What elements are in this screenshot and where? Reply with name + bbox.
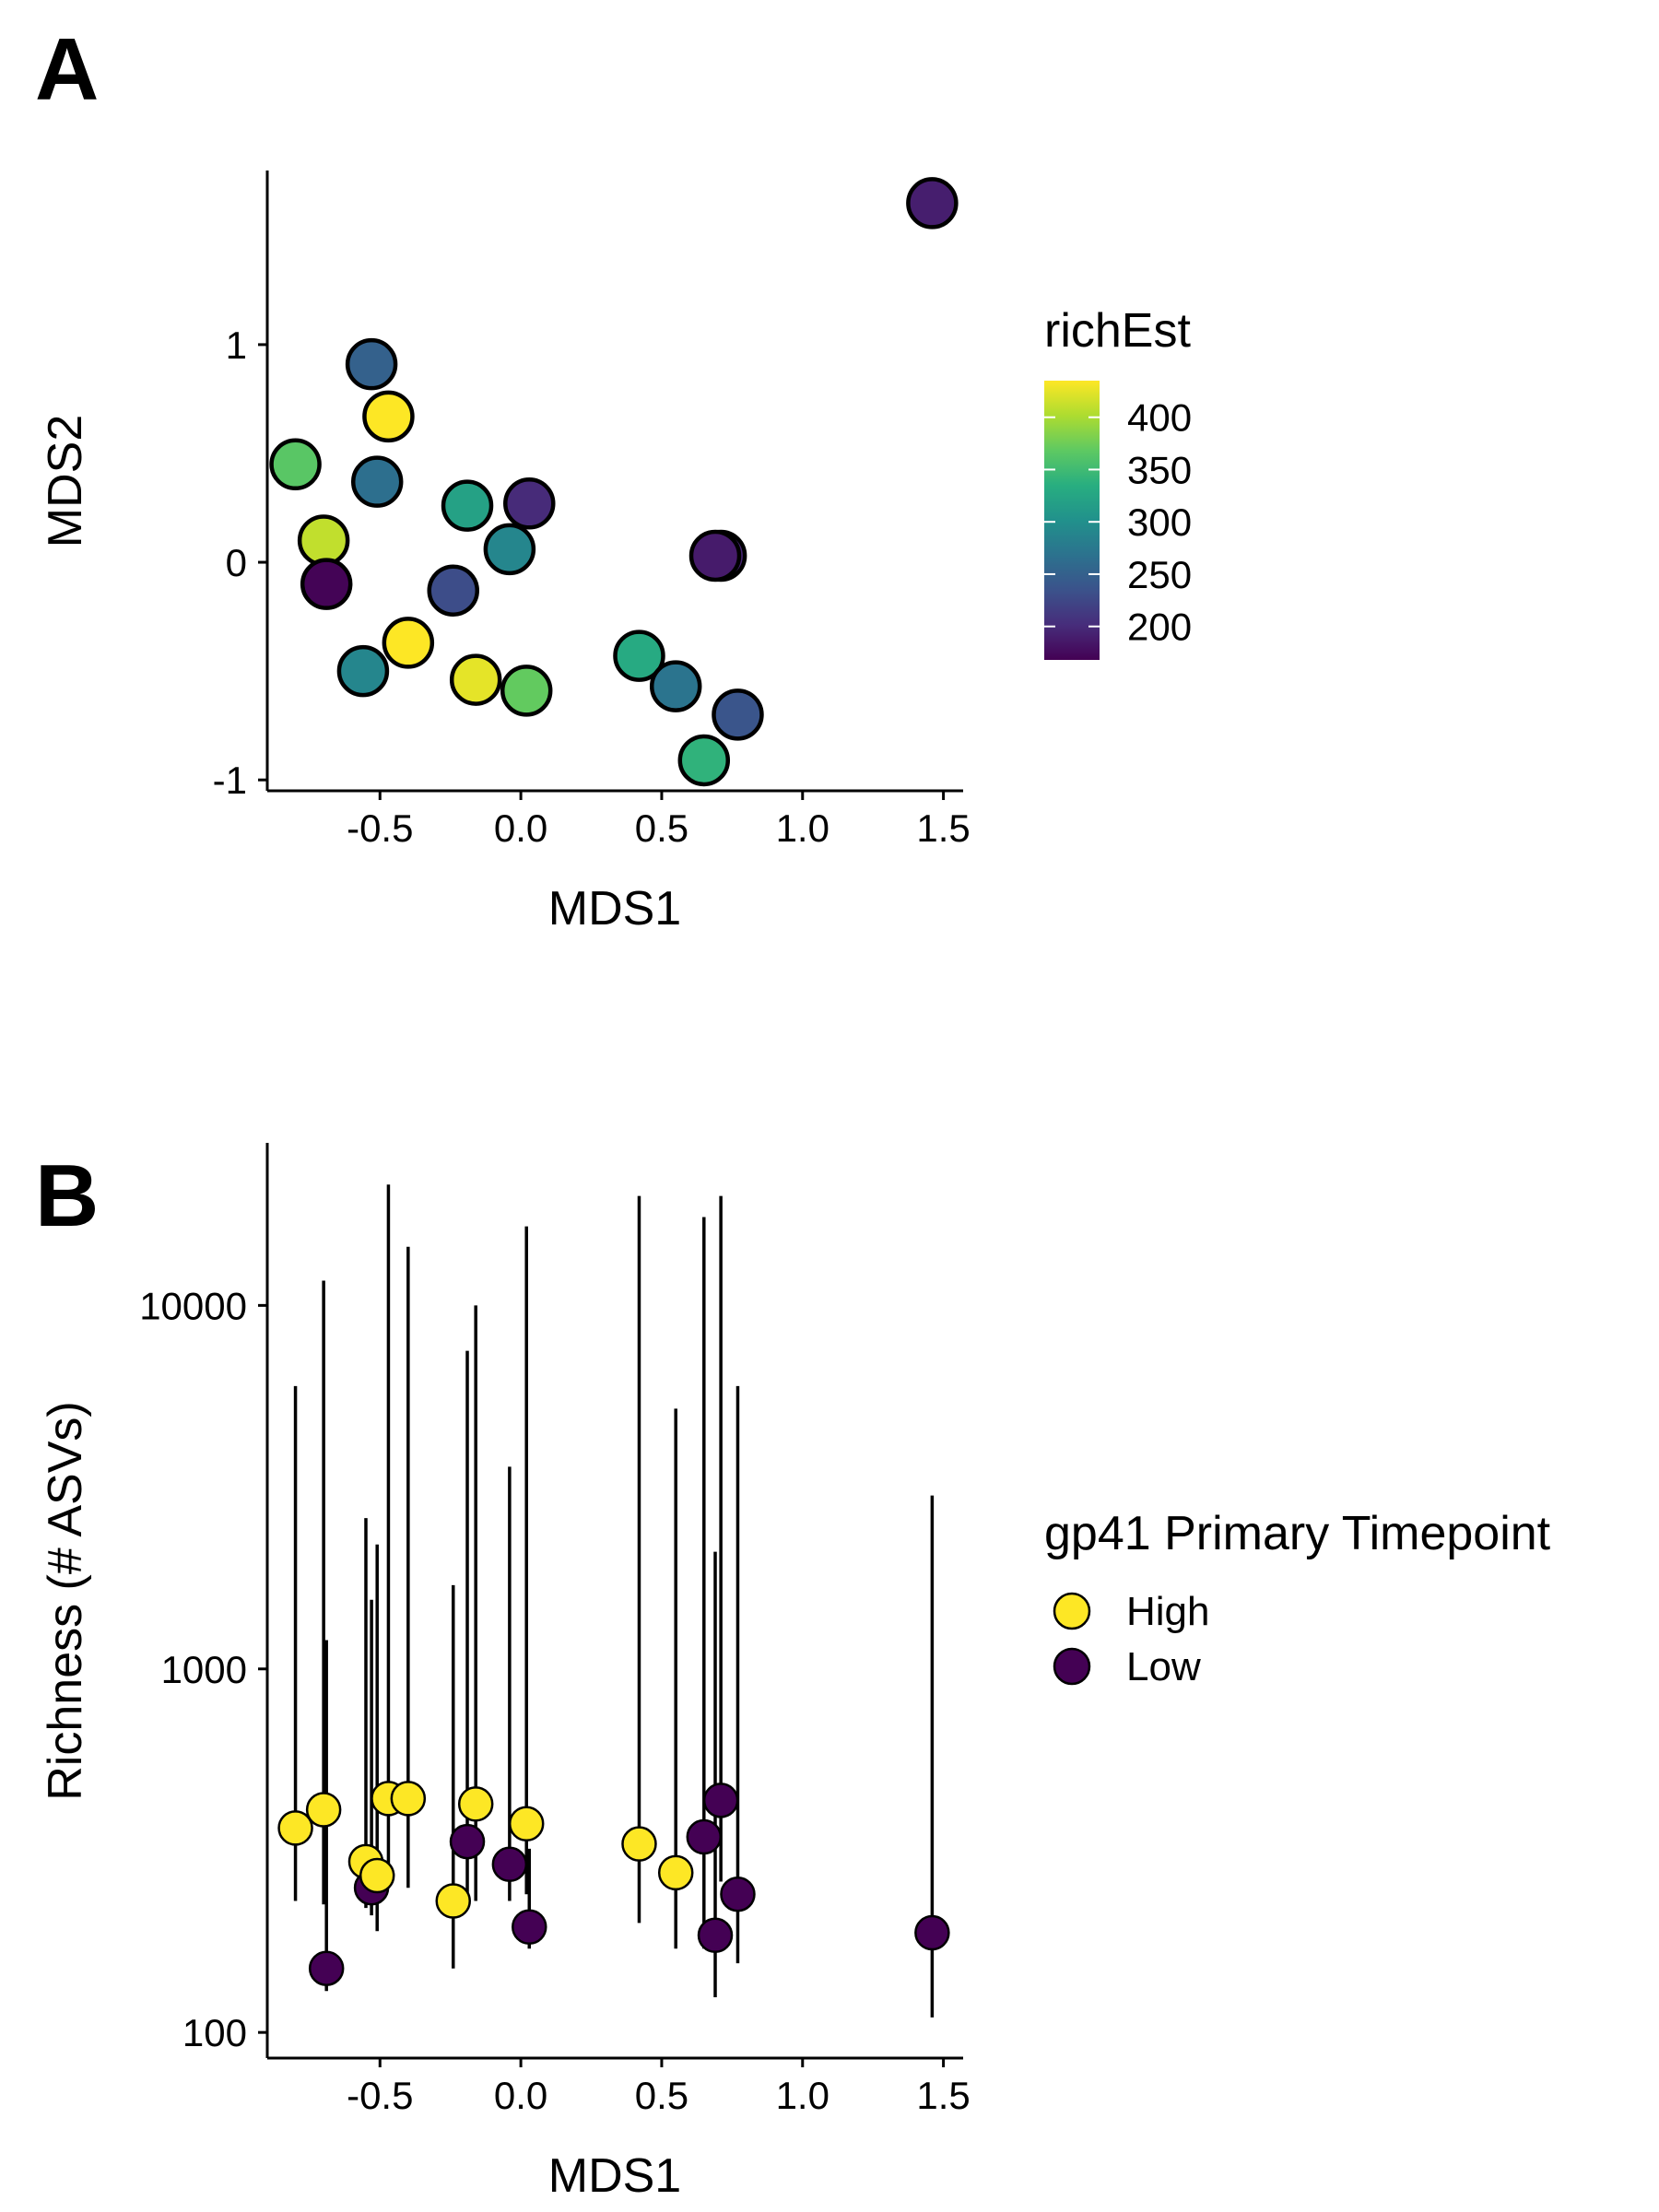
panel-b-points	[277, 1781, 950, 1986]
panel-a-y-tick-label: 0	[226, 541, 247, 584]
panel-a-point-20	[712, 688, 764, 741]
legend-label-high: High	[1126, 1589, 1210, 1634]
panel-a-y-tick-label: 1	[226, 324, 247, 367]
panel-a-point-5	[362, 390, 415, 443]
panel-b-y-ticks: 100 1000 10000	[139, 1284, 267, 2054]
panel-b-x-axis-title: MDS1	[548, 2149, 681, 2203]
panel-b-error-bars	[293, 1184, 935, 2018]
panel-b-point-3	[308, 1950, 345, 1986]
panel-a-x-ticks: -0.5 0.0 0.5 1.0 1.5	[347, 791, 971, 850]
panel-b-y-tick-label: 10000	[139, 1284, 247, 1327]
panel-b-point-1	[277, 1810, 313, 1846]
panel-a-y-ticks: -1 0 1	[213, 324, 267, 802]
panel-b-legend: gp41 Primary Timepoint High Low	[1044, 1507, 1551, 1689]
panel-a-point-2	[297, 514, 350, 567]
colorbar-tick-label: 350	[1127, 448, 1192, 491]
panel-a-point-7	[336, 644, 390, 698]
panel-b-x-tick-label: 0.0	[494, 2074, 547, 2117]
panel-a-x-tick-label: 0.5	[635, 806, 688, 850]
panel-b-point-11	[457, 1786, 494, 1822]
panel-b-y-tick-label: 100	[182, 2011, 247, 2054]
colorbar-tick-label: 300	[1127, 500, 1192, 544]
colorbar-tick-label: 200	[1127, 606, 1192, 649]
panel-a-colorbar-legend: richEst 400 350 300 250 200	[1044, 304, 1192, 660]
panel-a-y-tick-label: -1	[213, 759, 247, 802]
panel-b-point-19	[702, 1783, 739, 1818]
panel-a-point-4	[345, 337, 398, 391]
panel-a-point-8	[382, 617, 435, 669]
panel-a-point-21	[906, 177, 959, 229]
panel-b-point-12	[491, 1846, 528, 1883]
panel-a-x-tick-label: -0.5	[347, 806, 413, 850]
panel-b-point-20	[720, 1876, 756, 1912]
panel-b-point-2	[305, 1792, 342, 1828]
panel-b-x-tick-label: -0.5	[347, 2074, 413, 2117]
colorbar-title: richEst	[1044, 304, 1191, 358]
panel-a-letter: A	[35, 20, 99, 119]
panel-b-point-10	[449, 1823, 486, 1860]
panel-b-point-21	[914, 1914, 950, 1951]
panel-b-y-tick-label: 1000	[161, 1648, 247, 1691]
panel-a-point-1	[269, 438, 322, 491]
colorbar-ticks: 400 350 300 250 200	[1044, 396, 1192, 649]
panel-a-x-axis-title: MDS1	[548, 882, 681, 935]
panel-a-point-11	[449, 653, 502, 706]
panel-b-x-tick-label: 1.5	[916, 2074, 970, 2117]
panel-a: A -0.5 0.0 0.5 1.0 1.5 -1 0 1 MDS1 MDS2 richEs…	[35, 20, 1192, 935]
panel-b-point-14	[512, 1909, 547, 1946]
panel-a-point-15	[613, 629, 665, 682]
panel-a-point-16	[649, 660, 702, 712]
panel-b-point-8	[390, 1781, 427, 1817]
panel-a-point-10	[441, 479, 494, 532]
panel-b-x-ticks: -0.5 0.0 0.5 1.0 1.5	[347, 2058, 971, 2117]
legend-label-low: Low	[1126, 1644, 1201, 1689]
panel-a-point-14	[503, 477, 556, 530]
panel-b: B -0.5 0.0 0.5 1.0 1.5 100 1000 10000 MDS1 Ric…	[35, 1143, 1551, 2203]
panel-b-x-tick-label: 0.5	[635, 2074, 688, 2117]
panel-a-point-17	[677, 734, 731, 787]
panel-a-y-axis-title: MDS2	[39, 415, 92, 547]
panel-b-x-tick-label: 1.0	[776, 2074, 830, 2117]
panel-b-point-18	[697, 1917, 734, 1954]
panel-b-point-15	[621, 1826, 657, 1862]
legend-entries: High Low	[1053, 1589, 1210, 1689]
panel-a-x-tick-label: 1.0	[776, 806, 830, 850]
legend-key-low	[1053, 1647, 1091, 1686]
panel-b-point-17	[686, 1818, 723, 1855]
panel-b-point-9	[435, 1883, 471, 1919]
panel-a-x-tick-label: 0.0	[494, 806, 547, 850]
panel-b-letter: B	[35, 1147, 99, 1245]
panel-a-point-12	[483, 523, 536, 576]
panel-b-y-axis-title: Richness (# ASVs)	[39, 1401, 92, 1801]
panel-a-points	[269, 177, 959, 787]
legend-title: gp41 Primary Timepoint	[1044, 1507, 1551, 1560]
panel-b-point-16	[657, 1854, 694, 1891]
panel-a-x-tick-label: 1.5	[916, 806, 970, 850]
colorbar-tick-label: 400	[1127, 396, 1192, 440]
panel-a-point-13	[500, 665, 553, 717]
colorbar	[1044, 381, 1100, 660]
panel-a-point-19	[688, 529, 742, 582]
colorbar-tick-label: 250	[1127, 553, 1192, 596]
panel-a-point-3	[300, 558, 353, 610]
panel-a-point-9	[427, 564, 479, 618]
panel-a-point-6	[350, 455, 404, 508]
panel-b-point-13	[508, 1806, 545, 1842]
panel-b-point-6	[359, 1857, 395, 1894]
legend-key-high	[1053, 1592, 1091, 1630]
